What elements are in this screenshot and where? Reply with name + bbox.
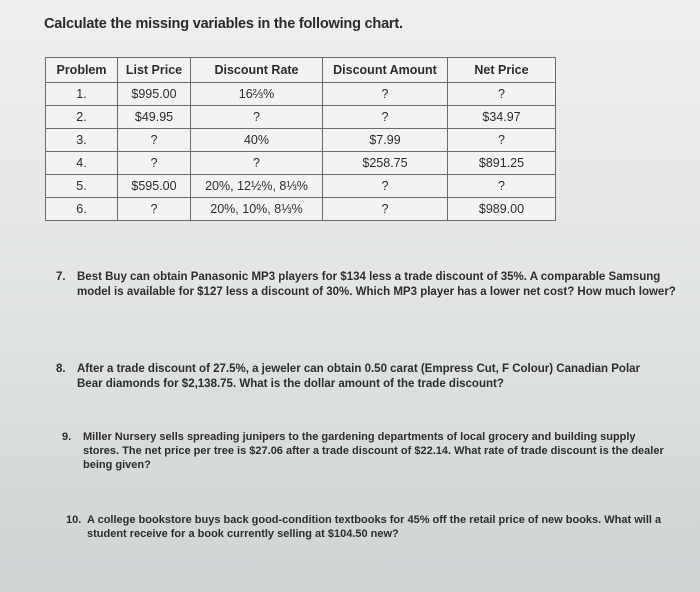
table-cell: ? — [322, 197, 448, 221]
question-9: 9. Miller Nursery sells spreading junipe… — [62, 431, 664, 471]
table-cell: $995.00 — [117, 82, 191, 106]
table-row: 5. $595.00 20%, 12½%, 8⅓%?? — [45, 174, 556, 198]
table-cell: 1. — [45, 82, 118, 106]
column-header: Discount Rate — [190, 57, 323, 83]
table-cell: ? — [447, 174, 556, 198]
table-cell: ? — [322, 82, 448, 106]
table-row: 3.? 40% $7.99? — [45, 128, 556, 152]
column-header: Discount Amount — [322, 57, 448, 83]
column-header: Net Price — [447, 57, 556, 83]
table-cell: $258.75 — [322, 151, 448, 175]
table-cell: ? — [117, 151, 191, 175]
table-cell: 20%, 12½%, 8⅓% — [190, 174, 323, 198]
table-cell: ? — [322, 174, 448, 198]
table-row: 6.? 20%, 10%, 8⅓%? $989.00 — [45, 197, 556, 221]
table-cell: ? — [190, 151, 323, 175]
table-row: 1. $995.00 16⅔%?? — [45, 82, 556, 106]
table-cell: $891.25 — [447, 151, 556, 175]
table-cell: 40% — [190, 128, 323, 152]
discount-table: Problem List Price Discount Rate Discount A… — [45, 57, 556, 221]
table-cell: $49.95 — [117, 105, 191, 129]
table-cell: 6. — [45, 197, 118, 221]
question-7: 7. Best Buy can obtain Panasonic MP3 pla… — [56, 271, 676, 298]
table-row: 2. $49.95?? $34.97 — [45, 105, 556, 129]
table-cell: $595.00 — [117, 174, 191, 198]
table-cell: ? — [447, 82, 556, 106]
table-cell: ? — [117, 197, 191, 221]
table-cell: $989.00 — [447, 197, 556, 221]
question-10: 10. A college bookstore buys back good-c… — [66, 514, 662, 540]
page-title: Calculate the missing variables in the f… — [44, 16, 403, 32]
table-cell: 16⅔% — [190, 82, 323, 106]
table-row: 4.?? $258.75 $891.25 — [45, 151, 556, 175]
table-cell: $34.97 — [447, 105, 556, 129]
table-cell: ? — [117, 128, 191, 152]
table-cell: $7.99 — [322, 128, 448, 152]
table-cell: 2. — [45, 105, 118, 129]
table-cell: 20%, 10%, 8⅓% — [190, 197, 323, 221]
table-cell: 5. — [45, 174, 118, 198]
table-cell: ? — [190, 105, 323, 129]
table-cell: ? — [447, 128, 556, 152]
table-cell: 4. — [45, 151, 118, 175]
table-cell: 3. — [45, 128, 118, 152]
question-8: 8. After a trade discount of 27.5%, a je… — [56, 363, 641, 390]
column-header: List Price — [117, 57, 191, 83]
table-cell: ? — [322, 105, 448, 129]
column-header: Problem — [45, 57, 118, 83]
